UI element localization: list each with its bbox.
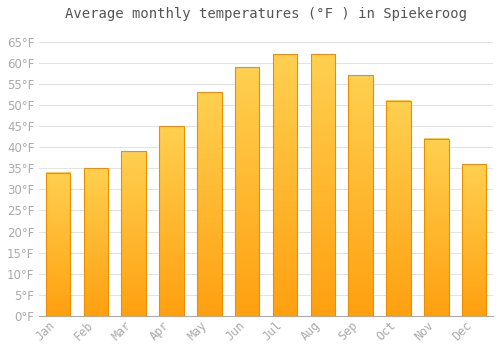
Bar xyxy=(160,126,184,316)
Bar xyxy=(386,101,411,316)
Bar xyxy=(272,54,297,316)
Bar xyxy=(424,139,448,316)
Bar xyxy=(197,92,222,316)
Bar xyxy=(46,173,70,316)
Bar xyxy=(462,164,486,316)
Bar xyxy=(235,67,260,316)
Bar xyxy=(122,152,146,316)
Bar xyxy=(84,168,108,316)
Bar xyxy=(348,76,373,316)
Title: Average monthly temperatures (°F ) in Spiekeroog: Average monthly temperatures (°F ) in Sp… xyxy=(65,7,467,21)
Bar xyxy=(310,54,335,316)
